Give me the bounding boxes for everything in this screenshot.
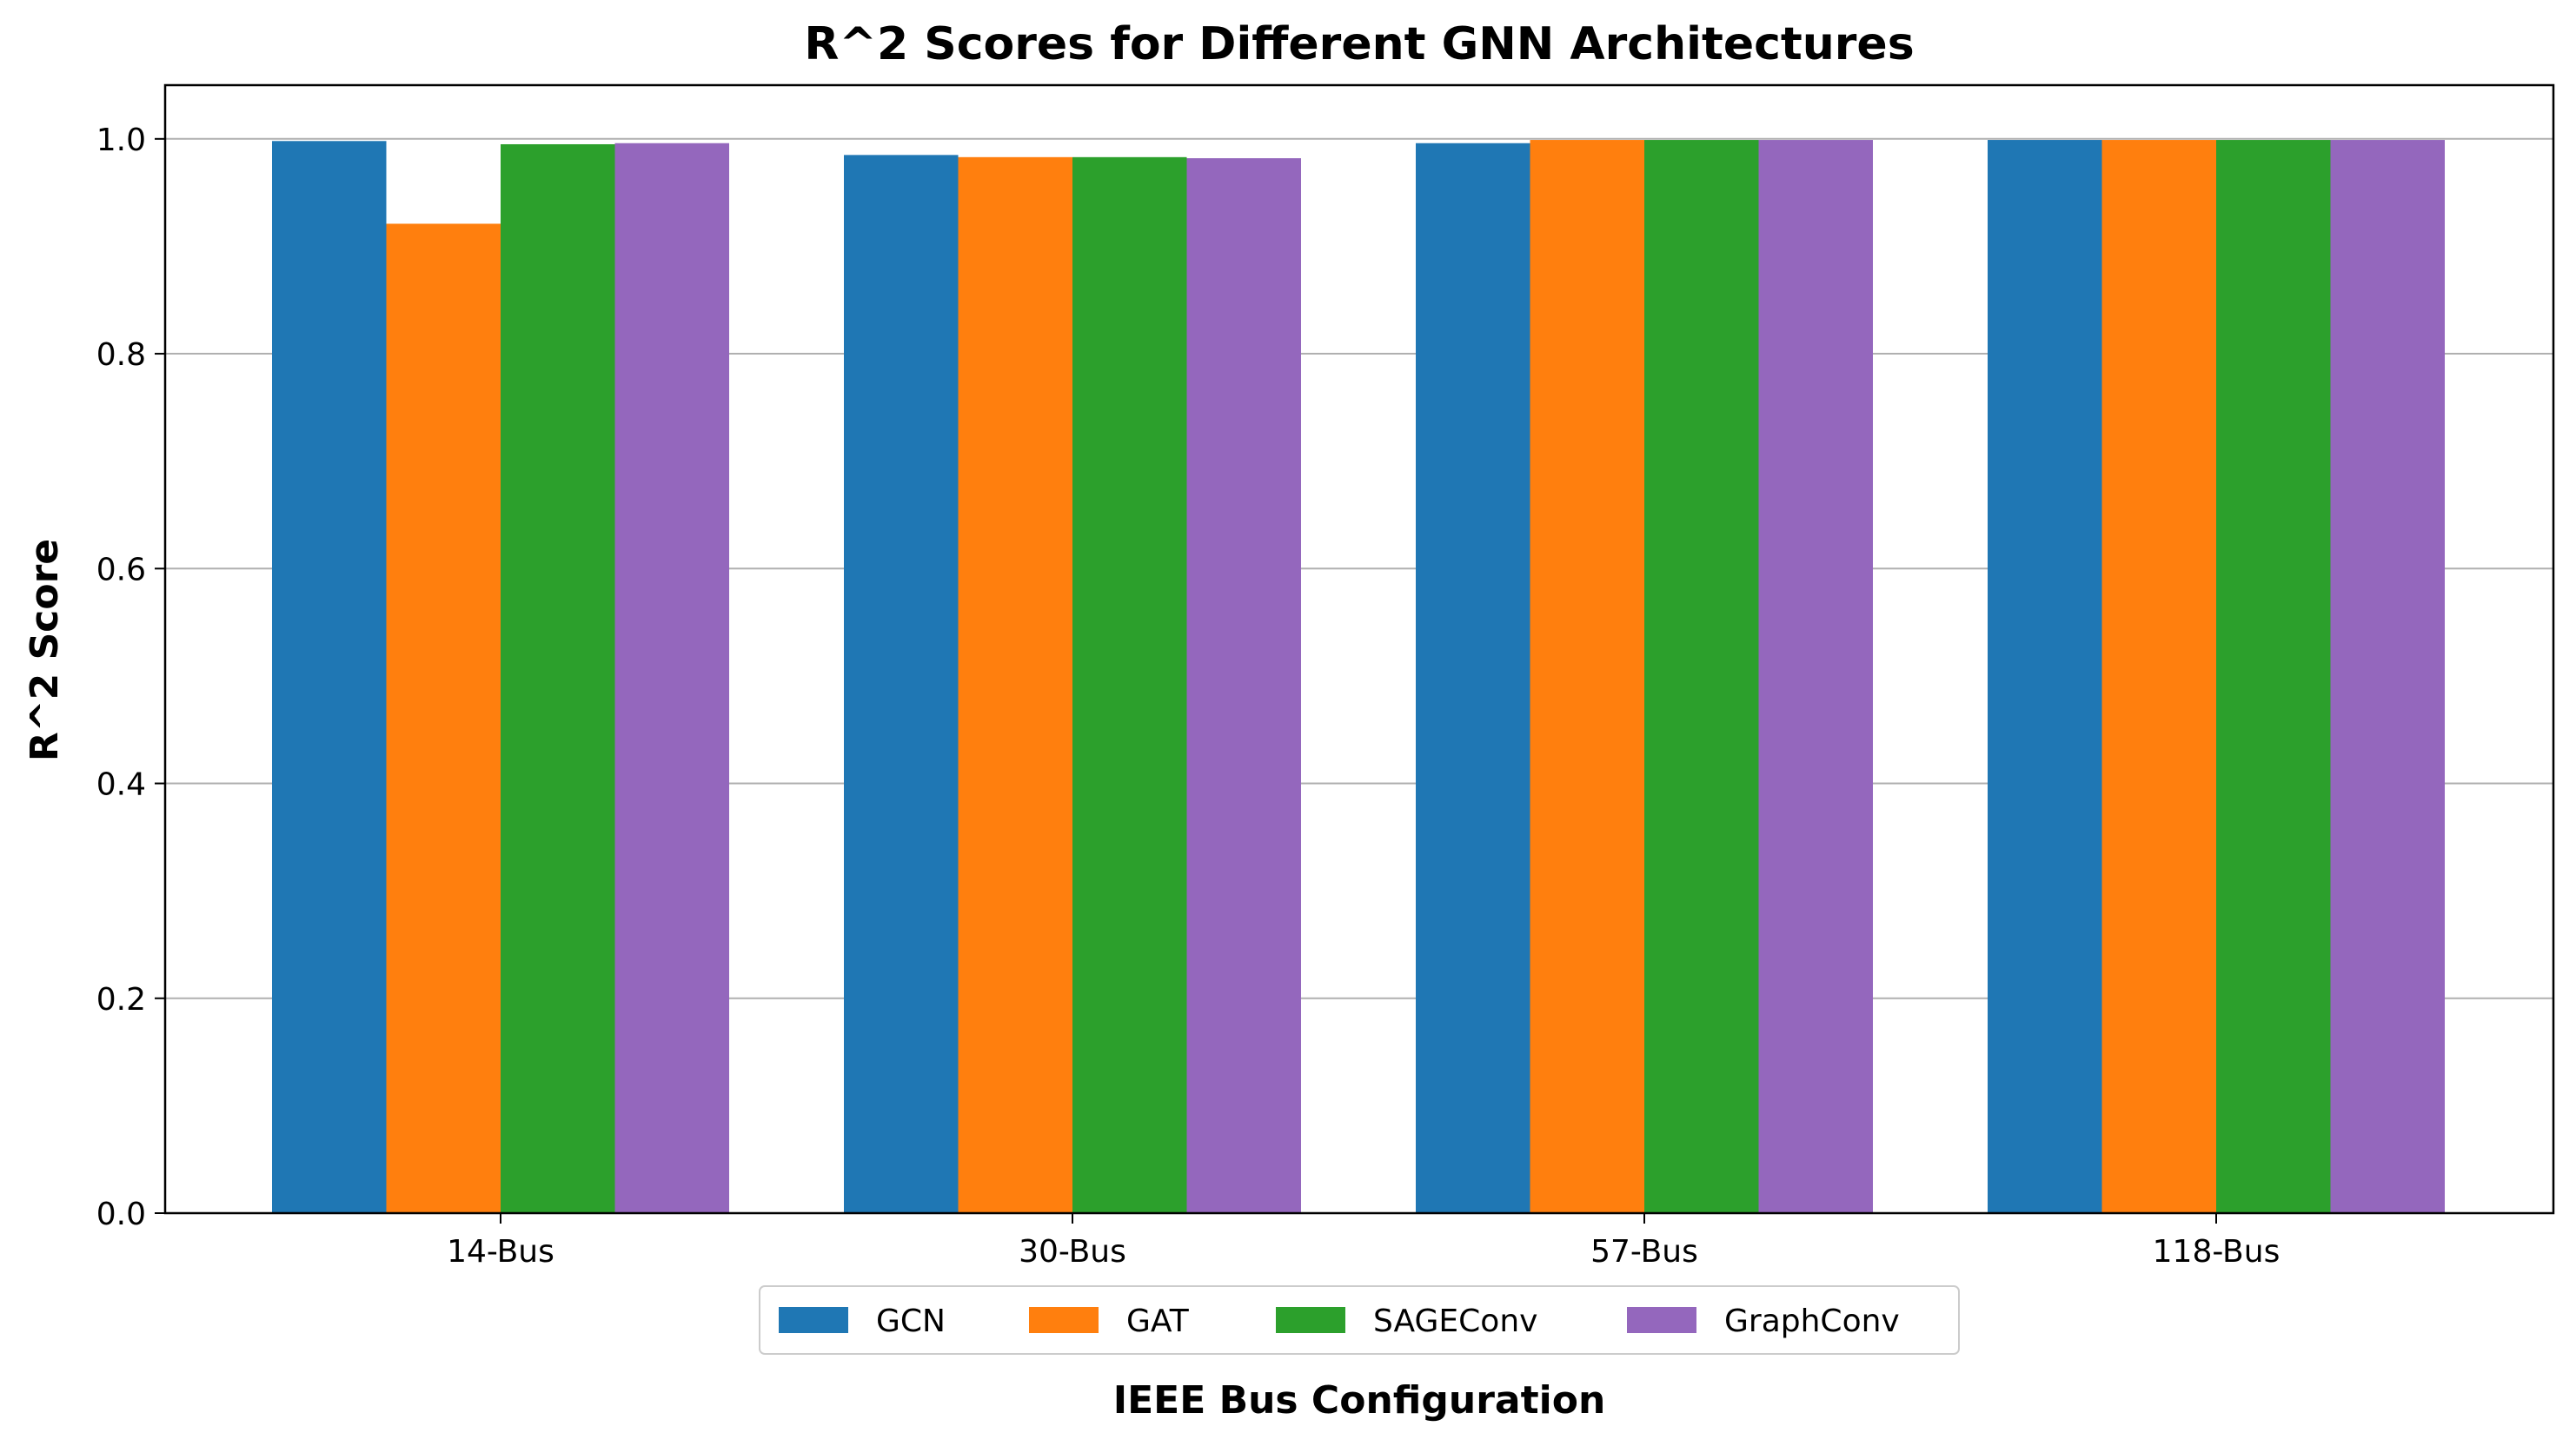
bar xyxy=(386,223,501,1214)
legend-label: SAGEConv xyxy=(1373,1304,1537,1339)
legend-swatch xyxy=(1627,1307,1696,1333)
legend-label: GAT xyxy=(1126,1304,1190,1339)
bar xyxy=(1530,140,1644,1214)
bar xyxy=(1186,158,1301,1214)
bar xyxy=(501,143,615,1213)
x-tick-label: 57-Bus xyxy=(1590,1234,1698,1270)
legend-swatch xyxy=(779,1307,848,1333)
legend-label: GCN xyxy=(876,1304,946,1339)
bar xyxy=(1644,140,1759,1214)
axes xyxy=(163,83,2555,1215)
y-tick-label: 0.0 xyxy=(96,1197,146,1232)
bar xyxy=(2330,140,2445,1214)
bar xyxy=(1988,140,2102,1214)
chart-title: R^2 Scores for Different GNN Architectur… xyxy=(804,18,1914,70)
bar xyxy=(1072,156,1187,1214)
y-tick-label: 0.4 xyxy=(96,767,146,803)
bar xyxy=(2101,140,2216,1214)
bar xyxy=(614,143,729,1214)
x-axis-label: IEEE Bus Configuration xyxy=(1113,1378,1606,1423)
bar xyxy=(1416,143,1530,1214)
y-axis-label: R^2 Score xyxy=(23,539,67,761)
y-tick-label: 0.8 xyxy=(96,337,146,373)
legend-swatch xyxy=(1276,1307,1345,1333)
bar xyxy=(1758,140,1873,1214)
bar xyxy=(2216,140,2331,1214)
y-tick-label: 1.0 xyxy=(96,123,146,158)
y-tick-label: 0.2 xyxy=(96,982,146,1018)
legend-box xyxy=(759,1285,1960,1355)
x-tick-label: 118-Bus xyxy=(2153,1234,2281,1270)
bar xyxy=(844,155,959,1213)
legend-swatch xyxy=(1029,1307,1099,1333)
bar xyxy=(958,156,1072,1214)
plot-frame xyxy=(163,83,2555,1215)
x-tick-label: 14-Bus xyxy=(447,1234,554,1270)
legend-label: GraphConv xyxy=(1724,1304,1900,1339)
x-tick-label: 30-Bus xyxy=(1019,1234,1126,1270)
legend: GCN GAT SAGEConv GraphConv xyxy=(759,1285,1960,1355)
y-tick-label: 0.6 xyxy=(96,552,146,587)
bars xyxy=(272,140,2445,1214)
x-axis-ticks: 14-Bus 30-Bus 57-Bus 118-Bus xyxy=(447,1213,2280,1270)
y-axis-ticks: 0.0 0.2 0.4 0.6 0.8 1.0 xyxy=(96,123,165,1232)
bar xyxy=(272,141,387,1214)
